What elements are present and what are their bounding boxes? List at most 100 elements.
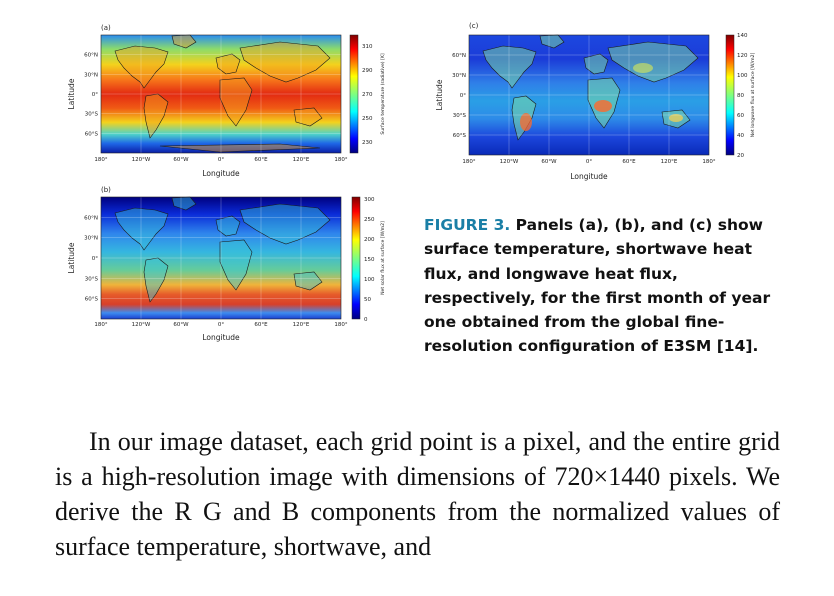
colorbar-tick: 100 [364, 277, 375, 283]
lat-ticks: 60°N 30°N 0° 30°S 60°S [84, 53, 98, 138]
panel-c-svg: (c) 60°N 30°N 0° [435, 22, 756, 181]
lat-tick: 60°N [452, 53, 466, 59]
graticule [469, 35, 709, 155]
panel-a-svg: (a) 60°N 30°N 0° 30°S 60°S [67, 24, 386, 178]
colorbar-tick: 310 [362, 44, 373, 50]
colorbar-tick: 200 [364, 237, 375, 243]
lon-tick: 180° [462, 159, 475, 165]
panel-b-shortwave-flux: (b) 60°N 30°N 0° 30°S 60°S 1 [60, 180, 390, 348]
colorbar-tick: 80 [737, 93, 744, 99]
caption-label: FIGURE 3. [424, 216, 511, 234]
lon-tick: 60°E [254, 322, 268, 328]
panel-a-surface-temperature: (a) 60°N 30°N 0° 30°S 60°S [60, 18, 390, 186]
lon-tick: 180° [702, 159, 715, 165]
lon-tick: 0° [218, 157, 224, 163]
colorbar-tick: 40 [737, 133, 744, 139]
lon-ticks: 180° 120°W 60°W 0° 60°E 120°E 180° [94, 322, 347, 328]
colorbar-tick: 60 [737, 113, 744, 119]
colorbar-tick: 230 [362, 140, 373, 146]
lon-tick: 120°W [132, 157, 151, 163]
colorbar-tick: 20 [737, 153, 744, 159]
lat-tick: 0° [460, 93, 466, 99]
lat-tick: 0° [92, 92, 98, 98]
y-axis-label: Latitude [435, 79, 444, 110]
lat-ticks: 60°N 30°N 0° 30°S 60°S [84, 215, 98, 302]
map-frame [468, 34, 710, 156]
panel-label: (b) [101, 186, 111, 194]
figure-caption: FIGURE 3. Panels (a), (b), and (c) show … [424, 213, 784, 359]
panel-b-svg: (b) 60°N 30°N 0° 30°S 60°S 1 [67, 186, 386, 342]
lon-ticks: 180° 120°W 60°W 0° 60°E 120°E 180° [94, 157, 347, 163]
lat-tick: 0° [92, 256, 98, 262]
lon-tick: 120°E [293, 157, 310, 163]
caption-text: Panels (a), (b), and (c) show surface te… [424, 216, 771, 356]
lat-ticks: 60°N 30°N 0° 30°S 60°S [452, 53, 466, 139]
lat-tick: 30°S [85, 276, 99, 282]
y-axis-label: Latitude [67, 78, 76, 109]
lat-tick: 30°N [84, 236, 98, 242]
lon-tick: 180° [334, 322, 347, 328]
colorbar-tick: 140 [737, 33, 748, 39]
dimension-rows: 720 [554, 462, 594, 491]
colorbar-ticks: 300 250 200 150 100 50 0 [364, 197, 375, 323]
body-text-part2: pixels. We derive the R G and B componen… [55, 462, 781, 561]
lon-tick: 60°W [173, 322, 189, 328]
x-axis-label: Longitude [570, 172, 608, 181]
lat-tick: 30°S [85, 112, 99, 118]
lon-tick: 120°E [293, 322, 310, 328]
lon-tick: 180° [94, 322, 107, 328]
colorbar [349, 34, 359, 154]
lon-tick: 0° [586, 159, 592, 165]
body-text: In our image dataset, each grid point is… [55, 424, 780, 564]
lat-tick: 30°S [453, 113, 467, 119]
x-axis-label: Longitude [202, 169, 240, 178]
panel-c-longwave-flux: (c) 60°N 30°N 0° [428, 18, 758, 188]
times-symbol: × [593, 462, 609, 491]
map-frame [100, 34, 342, 154]
colorbar-ticks: 140 120 100 80 60 40 20 [737, 33, 748, 159]
colorbar-tick: 150 [364, 257, 375, 263]
body-paragraph: In our image dataset, each grid point is… [55, 424, 780, 564]
dimension-cols: 1440 [608, 462, 661, 491]
hotspots [520, 63, 683, 131]
lat-tick: 60°N [84, 215, 98, 221]
lon-tick: 60°E [622, 159, 636, 165]
lon-tick: 60°W [173, 157, 189, 163]
colorbar-tick: 290 [362, 68, 373, 74]
lat-tick: 60°N [84, 53, 98, 59]
graticule [101, 197, 341, 319]
colorbar [351, 196, 361, 320]
heatmap-field [101, 197, 341, 319]
colorbar-tick: 120 [737, 53, 748, 59]
lon-tick: 60°W [541, 159, 557, 165]
colorbar-tick: 250 [362, 116, 373, 122]
lon-tick: 120°E [661, 159, 678, 165]
panel-label: (a) [101, 24, 111, 32]
x-axis-label: Longitude [202, 333, 240, 342]
colorbar-tick: 0 [364, 317, 368, 323]
lon-tick: 0° [218, 322, 224, 328]
heatmap-field [101, 35, 341, 153]
lat-tick: 30°N [452, 73, 466, 79]
lon-tick: 180° [94, 157, 107, 163]
lon-tick: 120°W [132, 322, 151, 328]
lat-tick: 60°S [85, 131, 99, 137]
colorbar-label: Net longwave flux at surface [W/m2] [750, 53, 756, 138]
colorbar [725, 34, 735, 156]
panel-label: (c) [469, 22, 479, 30]
body-text-part1: In our image dataset, each grid point is… [55, 427, 780, 491]
colorbar-ticks: 310 290 270 250 230 [362, 44, 373, 146]
lat-tick: 30°N [84, 72, 98, 78]
graticule [101, 35, 341, 153]
lat-tick: 60°S [453, 133, 467, 139]
lon-tick: 180° [334, 157, 347, 163]
lon-ticks: 180° 120°W 60°W 0° 60°E 120°E 180° [462, 159, 715, 165]
lon-tick: 60°E [254, 157, 268, 163]
colorbar-label: Surface temperature (radiative) [K] [380, 53, 386, 134]
colorbar-tick: 100 [737, 73, 748, 79]
continent-outlines [114, 196, 331, 303]
colorbar-tick: 270 [362, 92, 373, 98]
map-frame [100, 196, 342, 320]
colorbar-tick: 300 [364, 197, 375, 203]
lat-tick: 60°S [85, 297, 99, 303]
